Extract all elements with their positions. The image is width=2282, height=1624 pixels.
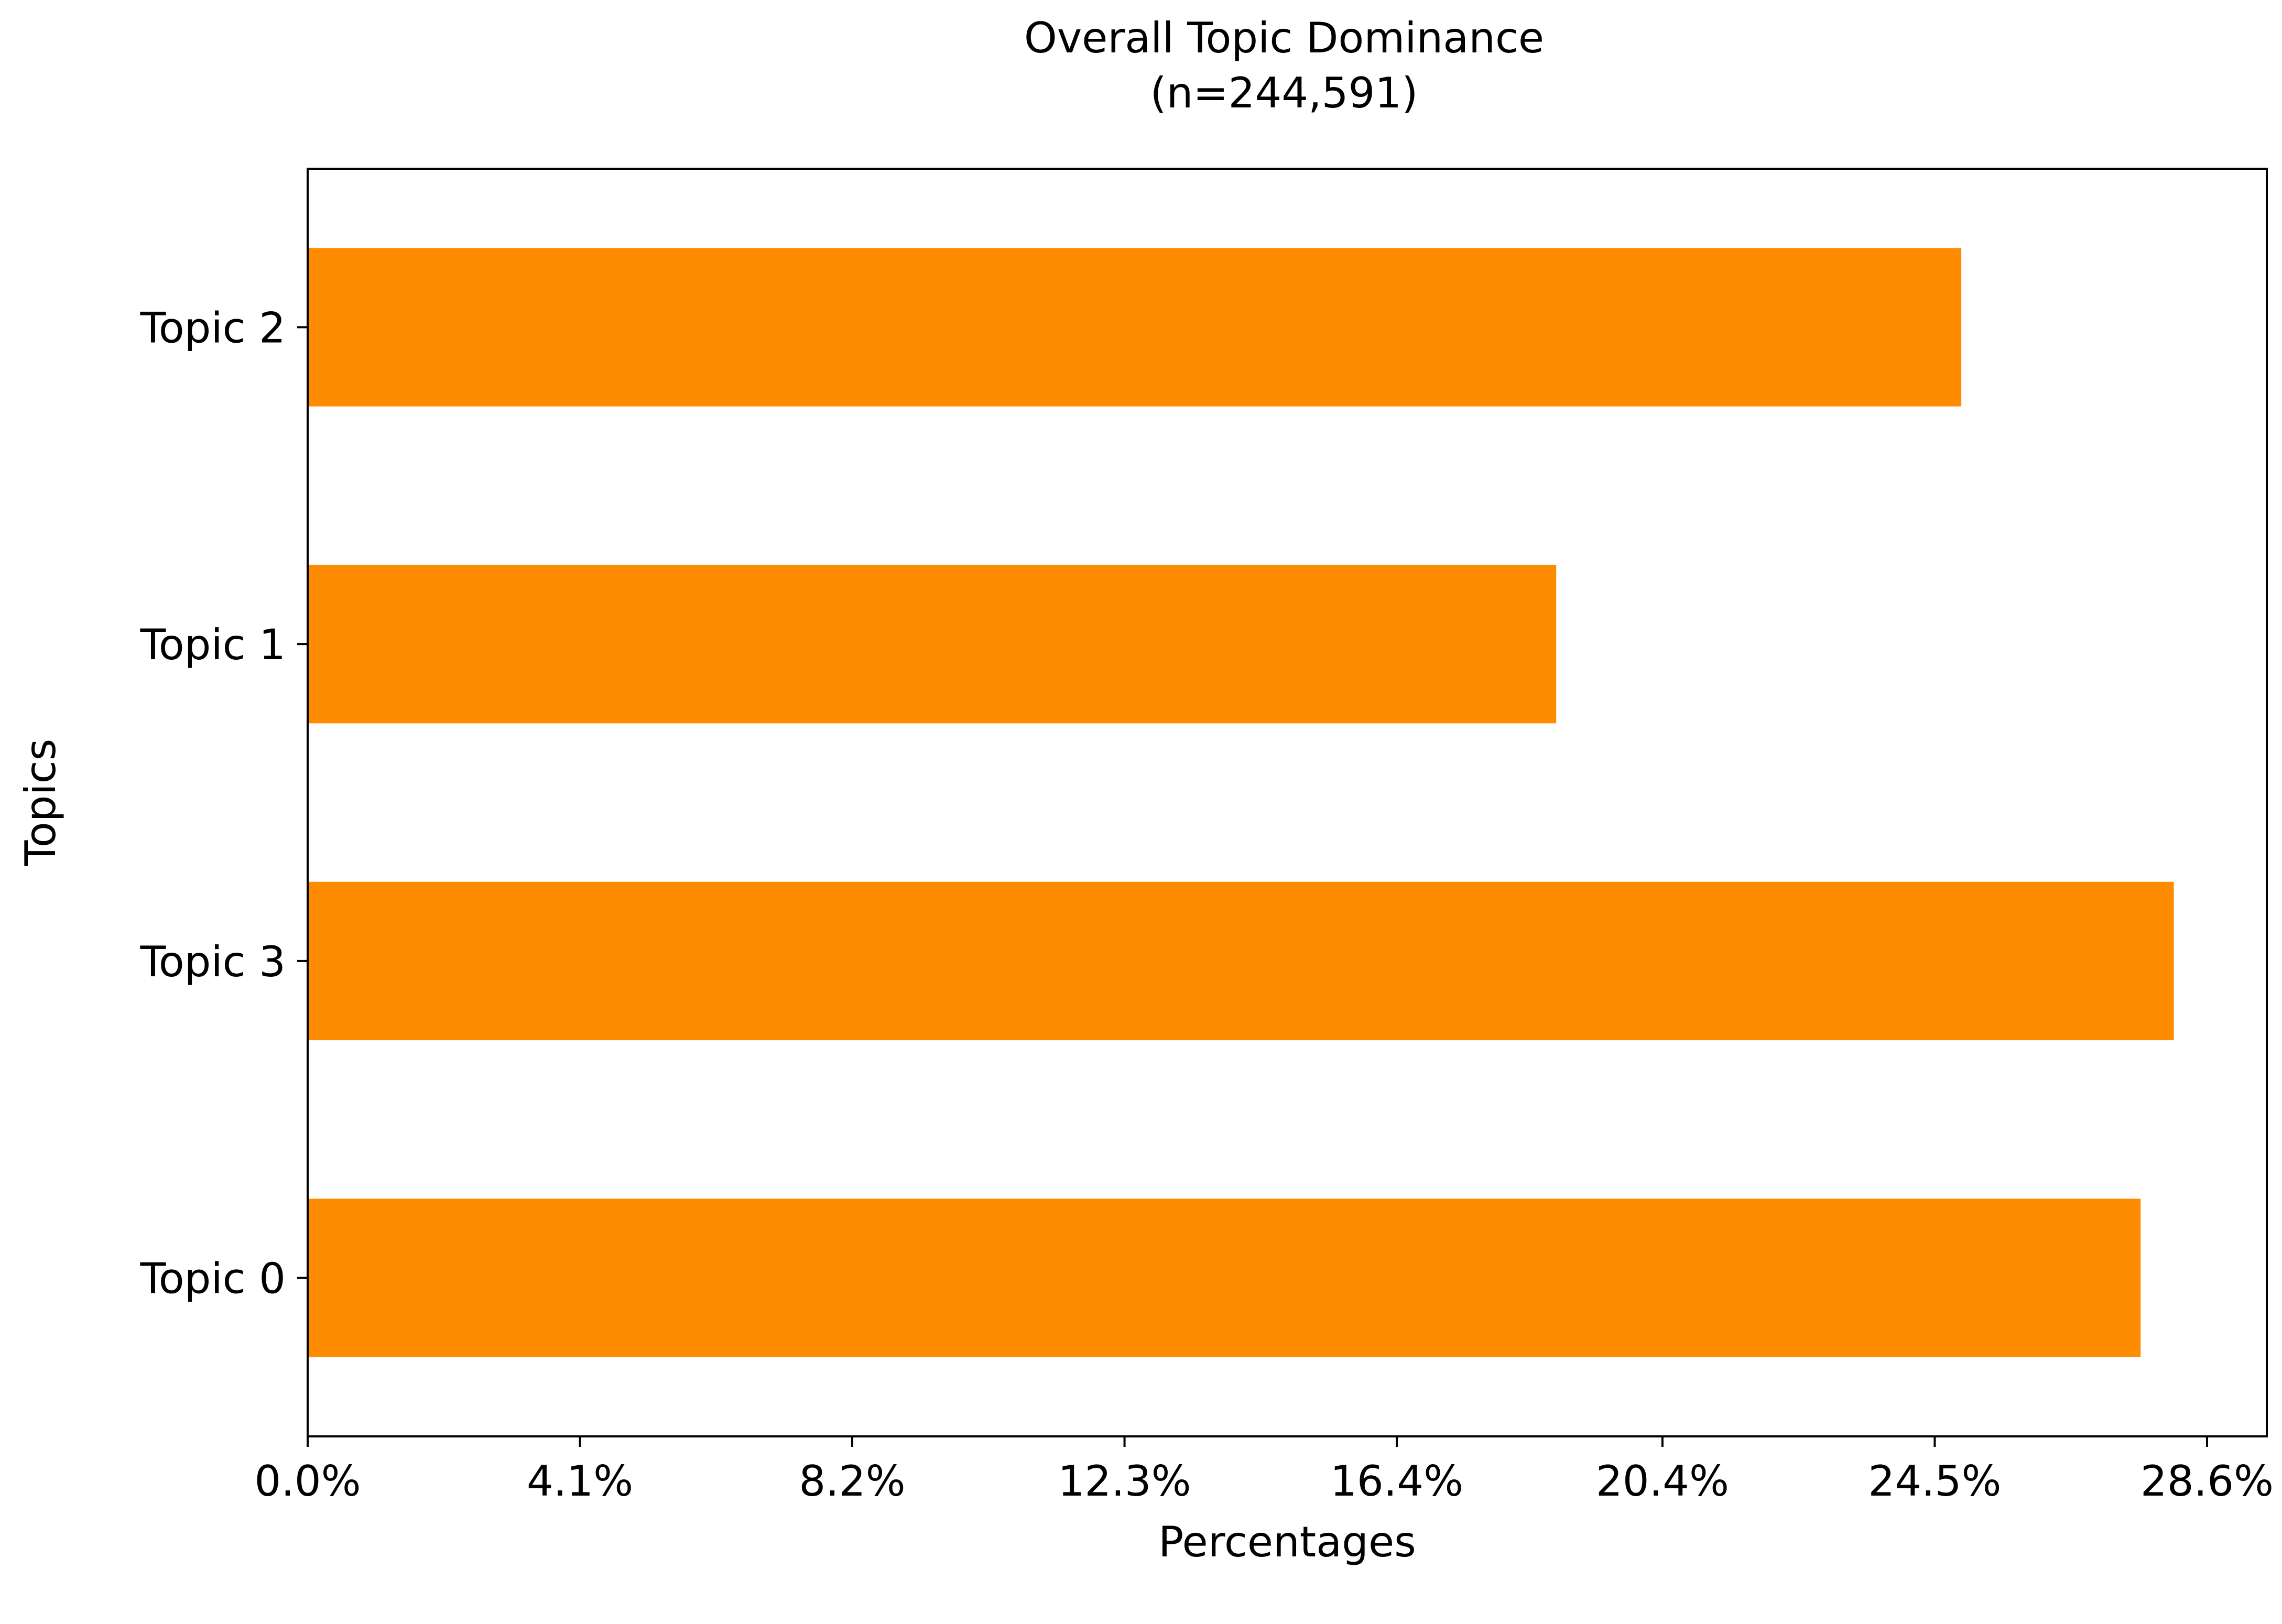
x-tick-label: 4.1% <box>527 1457 633 1506</box>
bar-topic-2 <box>308 248 1962 407</box>
y-tick-label: Topic 0 <box>139 1255 286 1303</box>
y-axis-ticks: Topic 2 Topic 1 Topic 3 Topic 0 <box>139 303 308 1303</box>
x-axis-ticks: 0.0% 4.1% 8.2% 12.3% 16.4% 20.4% 24.5% 28.6% <box>254 1436 2274 1506</box>
y-tick-label: Topic 1 <box>139 620 286 669</box>
y-tick-label: Topic 3 <box>139 938 286 986</box>
bar-topic-1 <box>308 564 1557 724</box>
x-axis-label: Percentages <box>1158 1518 1416 1566</box>
bar-topic-0 <box>308 1198 2141 1357</box>
y-axis-label: Topics <box>16 739 65 867</box>
bar-topic-3 <box>308 881 2174 1041</box>
y-tick-label: Topic 2 <box>139 303 286 352</box>
x-tick-label: 16.4% <box>1330 1457 1463 1506</box>
chart-title: Overall Topic Dominance <box>1024 14 1544 62</box>
plot-frame <box>307 168 2268 1437</box>
x-tick-label: 12.3% <box>1058 1457 1191 1506</box>
x-tick-label: 20.4% <box>1596 1457 1729 1506</box>
x-tick-label: 28.6% <box>2140 1457 2274 1506</box>
chart-subtitle: (n=244,591) <box>1150 69 1418 117</box>
bars <box>308 248 2174 1357</box>
x-tick-label: 24.5% <box>1868 1457 2001 1506</box>
x-tick-label: 8.2% <box>799 1457 905 1506</box>
x-tick-label: 0.0% <box>254 1457 361 1506</box>
